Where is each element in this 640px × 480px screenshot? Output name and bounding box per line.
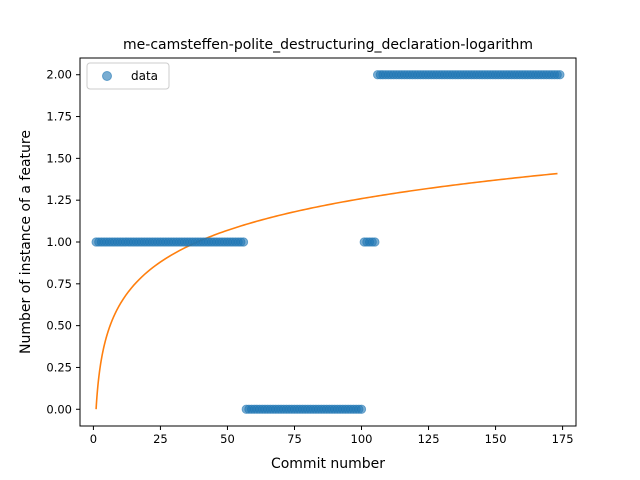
y-tick-label: 0.25 [46,360,72,374]
x-axis-label: Commit number [271,456,385,472]
data-point [238,237,249,247]
y-tick-label: 0.75 [46,277,72,291]
data-point [356,404,367,414]
x-tick-label: 25 [153,432,168,446]
y-tick-label: 2.00 [46,68,72,82]
x-tick-label: 175 [552,432,574,446]
legend-box [86,62,170,90]
y-tick-label: 1.25 [46,193,72,207]
data-point [370,237,380,247]
y-tick-label: 1.50 [46,151,72,165]
y-tick-label: 0.00 [46,402,72,416]
data-point [555,70,565,80]
legend: data [86,62,170,90]
fit-line [95,172,558,410]
data-points-layer [91,70,565,414]
x-tick-label: 75 [287,432,302,446]
x-tick-label: 100 [351,432,373,446]
fit-line-layer [95,172,558,410]
legend-label-data: data [131,69,158,83]
chart-title: me-camsteffen-polite_destructuring_decla… [123,37,533,53]
y-tick-label: 1.00 [46,235,72,249]
x-tick-label: 0 [90,432,97,446]
y-axis-label: Number of instance of a feature [18,130,34,354]
x-tick-label: 50 [220,432,235,446]
x-tick-label: 125 [418,432,440,446]
y-axis: 0.00 0.25 0.50 0.75 1.00 1.25 1.50 1.75 2.00 [46,68,80,416]
x-axis: 0 25 50 75 100 125 150 175 [90,426,574,446]
x-tick-label: 150 [485,432,507,446]
y-tick-label: 1.75 [46,110,72,124]
y-tick-label: 0.50 [46,319,72,333]
legend-marker-data [102,71,112,81]
